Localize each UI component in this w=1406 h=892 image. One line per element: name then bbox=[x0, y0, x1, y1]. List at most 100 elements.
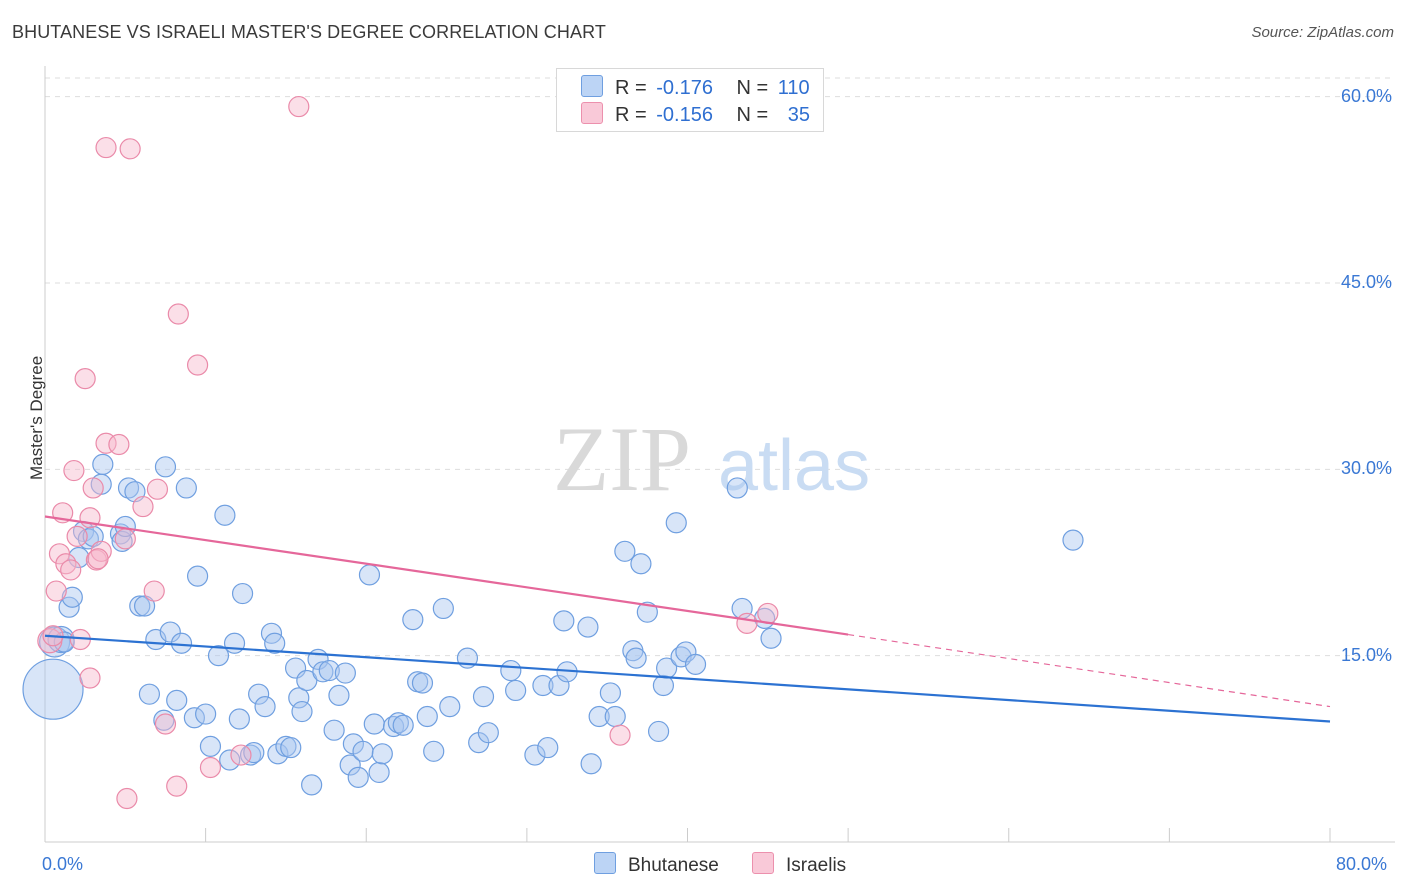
data-point bbox=[553, 610, 575, 632]
series-israelis-points bbox=[37, 95, 779, 810]
data-point bbox=[280, 736, 302, 759]
data-point bbox=[138, 683, 161, 705]
data-point bbox=[609, 724, 631, 746]
x-tick-label-min: 0.0% bbox=[42, 854, 84, 874]
source-note: Source: ZipAtlas.com bbox=[1251, 24, 1394, 41]
data-point bbox=[154, 456, 177, 478]
data-point bbox=[760, 627, 782, 649]
data-point bbox=[87, 548, 109, 570]
data-point bbox=[248, 683, 270, 705]
legend-swatch-blue bbox=[581, 75, 603, 97]
data-point bbox=[363, 713, 385, 735]
data-point bbox=[207, 645, 230, 667]
data-point bbox=[66, 525, 88, 548]
legend-swatch-pink bbox=[581, 102, 603, 124]
data-point bbox=[328, 684, 350, 707]
data-point bbox=[82, 477, 104, 499]
trend-lines bbox=[44, 515, 1331, 723]
data-point bbox=[166, 775, 188, 797]
data-point bbox=[159, 621, 181, 643]
data-point bbox=[368, 761, 390, 784]
series-legend: Bhutanese Israelis bbox=[0, 852, 1406, 878]
grid-lines bbox=[45, 77, 1395, 657]
data-point bbox=[153, 709, 175, 731]
data-point bbox=[358, 564, 381, 586]
data-point bbox=[439, 695, 461, 718]
data-point bbox=[219, 749, 241, 771]
data-point bbox=[231, 582, 254, 605]
data-point bbox=[339, 754, 361, 776]
data-point bbox=[154, 713, 177, 735]
data-point bbox=[116, 787, 138, 810]
legend-row-bhutanese: R = -0.176 N = 110 bbox=[581, 75, 810, 99]
data-point bbox=[318, 659, 340, 682]
data-point bbox=[647, 720, 670, 743]
data-point bbox=[79, 667, 101, 689]
data-point bbox=[60, 559, 82, 581]
data-point bbox=[392, 714, 414, 736]
watermark-atlas: atlas bbox=[718, 426, 870, 506]
data-point bbox=[684, 653, 707, 675]
legend-item-israelis[interactable]: Israelis bbox=[752, 852, 846, 877]
data-point bbox=[223, 632, 246, 654]
x-tick-label-max: 80.0% bbox=[1336, 854, 1388, 874]
data-point bbox=[588, 705, 610, 728]
data-point bbox=[117, 477, 140, 499]
legend-n-value: 35 bbox=[787, 104, 811, 126]
data-point bbox=[665, 512, 687, 534]
data-point bbox=[114, 528, 136, 550]
data-point bbox=[604, 705, 626, 728]
data-point bbox=[166, 689, 188, 711]
data-point bbox=[199, 756, 222, 779]
data-point bbox=[288, 95, 310, 118]
trend-line-bhutanese bbox=[44, 634, 1331, 723]
data-point bbox=[228, 708, 250, 730]
data-point bbox=[323, 719, 345, 741]
data-point bbox=[61, 586, 83, 608]
data-point bbox=[500, 659, 522, 682]
data-point bbox=[599, 682, 622, 704]
data-point bbox=[312, 661, 334, 683]
data-point bbox=[736, 612, 758, 634]
data-point bbox=[301, 774, 323, 796]
axes bbox=[44, 66, 1395, 843]
data-point bbox=[267, 743, 289, 765]
data-point bbox=[129, 595, 151, 617]
data-point bbox=[146, 478, 169, 500]
watermark-zip: ZIP bbox=[553, 408, 691, 510]
legend-item-bhutanese[interactable]: Bhutanese bbox=[594, 852, 719, 877]
data-point bbox=[537, 736, 559, 759]
legend-n-value: 110 bbox=[777, 77, 810, 99]
legend-r-value: -0.176 bbox=[656, 77, 713, 99]
legend-r-label: R = bbox=[615, 77, 647, 99]
data-point bbox=[45, 580, 67, 602]
y-tick-label: 30.0% bbox=[1340, 458, 1392, 479]
stats-legend: R = -0.176 N = 110 R = -0.156 N = 35 bbox=[556, 68, 824, 132]
data-point bbox=[402, 609, 424, 631]
legend-row-israelis: R = -0.156 N = 35 bbox=[581, 102, 810, 126]
data-point bbox=[199, 735, 222, 757]
data-point bbox=[625, 647, 647, 669]
data-point bbox=[92, 453, 114, 475]
data-point bbox=[334, 662, 356, 684]
data-point bbox=[726, 477, 748, 499]
data-point bbox=[264, 632, 286, 654]
data-point bbox=[186, 565, 209, 587]
chart-title: BHUTANESE VS ISRAELI MASTER'S DEGREE COR… bbox=[12, 22, 606, 42]
data-point bbox=[183, 707, 205, 729]
data-point bbox=[291, 700, 313, 723]
data-point bbox=[108, 433, 130, 456]
data-point bbox=[254, 695, 276, 718]
data-point bbox=[63, 459, 85, 482]
data-point bbox=[614, 540, 636, 562]
data-point bbox=[352, 740, 374, 762]
legend-label-bhutanese: Bhutanese bbox=[628, 855, 719, 876]
data-point bbox=[170, 632, 193, 654]
data-point bbox=[214, 504, 236, 526]
legend-swatch-blue bbox=[594, 852, 616, 874]
data-point bbox=[757, 602, 779, 625]
data-point bbox=[119, 138, 141, 160]
data-point bbox=[143, 580, 165, 602]
legend-n-label: N = bbox=[736, 104, 769, 126]
data-point bbox=[524, 744, 546, 766]
